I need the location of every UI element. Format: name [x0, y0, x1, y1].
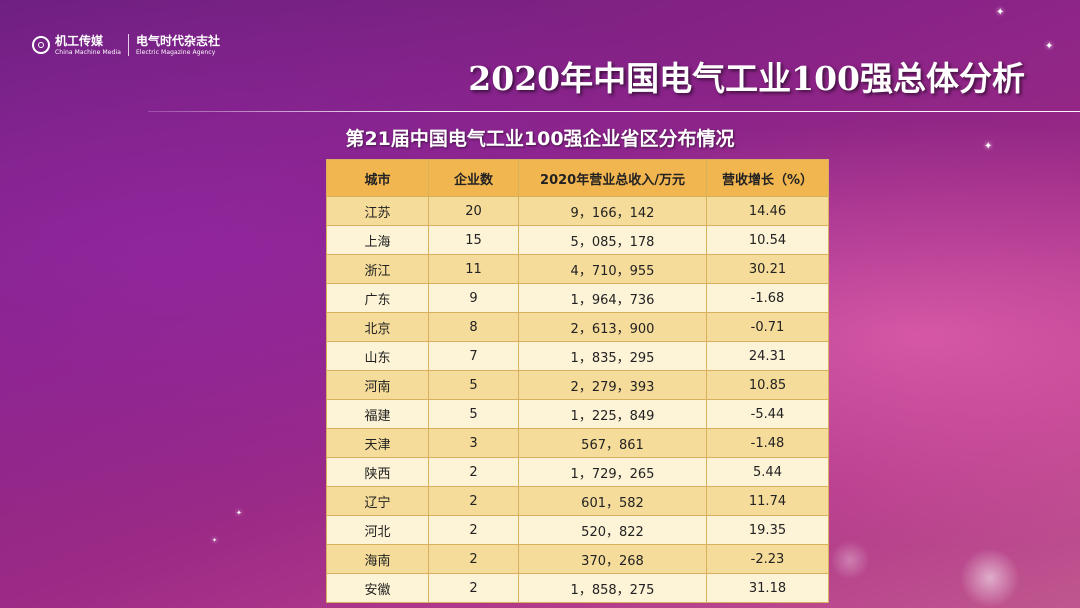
logo-divider [128, 34, 129, 56]
cell-growth: -0.71 [706, 312, 829, 342]
cell-city: 山东 [326, 341, 429, 371]
table-title: 第21届中国电气工业100强企业省区分布情况 [345, 128, 735, 150]
cell-count: 15 [428, 225, 519, 255]
cell-revenue: 567，861 [518, 428, 707, 458]
brand-name: 机工传媒 [55, 33, 104, 48]
cell-revenue: 2，613，900 [518, 312, 707, 342]
magazine-name: 电气时代杂志社 [136, 33, 221, 48]
cell-count: 2 [428, 573, 519, 603]
cell-city: 浙江 [326, 254, 429, 284]
cell-growth: 19.35 [706, 515, 829, 545]
cell-city: 广东 [326, 283, 429, 313]
cell-growth: 31.18 [706, 573, 829, 603]
table-row: 海南 2 370，268 -2.23 [326, 544, 829, 574]
cell-city: 河南 [326, 370, 429, 400]
logo-icon [32, 36, 50, 54]
table-row: 天津 3 567，861 -1.48 [326, 428, 829, 458]
column-header-revenue: 2020年营业总收入/万元 [518, 159, 707, 197]
cell-count: 3 [428, 428, 519, 458]
cell-city: 江苏 [326, 196, 429, 226]
table-row: 河北 2 520，822 19.35 [326, 515, 829, 545]
star-decoration: ✦ [212, 537, 218, 544]
cell-growth: 11.74 [706, 486, 829, 516]
cell-city: 天津 [326, 428, 429, 458]
cell-count: 2 [428, 486, 519, 516]
cell-revenue: 1，225，849 [518, 399, 707, 429]
cell-growth: -5.44 [706, 399, 829, 429]
cell-revenue: 1，729，265 [518, 457, 707, 487]
cell-revenue: 601，582 [518, 486, 707, 516]
title-divider [148, 111, 1080, 112]
column-header-city: 城市 [326, 159, 429, 197]
cell-revenue: 2，279，393 [518, 370, 707, 400]
cell-growth: 10.54 [706, 225, 829, 255]
brand-name-en: China Machine Media [55, 48, 121, 56]
cell-count: 2 [428, 544, 519, 574]
cell-count: 2 [428, 457, 519, 487]
table-body: 江苏 20 9，166，142 14.46 上海 15 5，085，178 10.54 浙江 11… [326, 196, 829, 603]
table-row: 江苏 20 9，166，142 14.46 [326, 196, 829, 226]
table-row: 陕西 2 1，729，265 5.44 [326, 457, 829, 487]
table-row: 福建 5 1，225，849 -5.44 [326, 399, 829, 429]
star-decoration: ✦ [996, 7, 1005, 18]
cell-revenue: 1，858，275 [518, 573, 707, 603]
cell-growth: 10.85 [706, 370, 829, 400]
distribution-table: 城市 企业数 2020年营业总收入/万元 营收增长（%） 江苏 20 9，166，1… [326, 159, 829, 603]
table-row: 北京 8 2，613，900 -0.71 [326, 312, 829, 342]
brand-logo: 机工传媒 China Machine Media 电气时代杂志社 Electri… [32, 30, 220, 60]
cell-count: 8 [428, 312, 519, 342]
cell-growth: -1.48 [706, 428, 829, 458]
cell-revenue: 370，268 [518, 544, 707, 574]
table-row: 上海 15 5，085，178 10.54 [326, 225, 829, 255]
cell-revenue: 1，964，736 [518, 283, 707, 313]
cell-count: 5 [428, 370, 519, 400]
cell-revenue: 1，835，295 [518, 341, 707, 371]
cell-growth: -1.68 [706, 283, 829, 313]
cell-count: 20 [428, 196, 519, 226]
table-row: 广东 9 1，964，736 -1.68 [326, 283, 829, 313]
table-header-row: 城市 企业数 2020年营业总收入/万元 营收增长（%） [326, 159, 829, 197]
cell-count: 9 [428, 283, 519, 313]
cell-city: 陕西 [326, 457, 429, 487]
cell-growth: 24.31 [706, 341, 829, 371]
cell-city: 安徽 [326, 573, 429, 603]
star-decoration: ✦ [1045, 41, 1054, 52]
cell-city: 北京 [326, 312, 429, 342]
background-glow [960, 548, 1020, 608]
cell-city: 辽宁 [326, 486, 429, 516]
cell-growth: 5.44 [706, 457, 829, 487]
page-title: 2020年中国电气工业100强总体分析 [468, 59, 1025, 98]
cell-count: 5 [428, 399, 519, 429]
cell-revenue: 520，822 [518, 515, 707, 545]
cell-count: 2 [428, 515, 519, 545]
cell-growth: 14.46 [706, 196, 829, 226]
cell-count: 11 [428, 254, 519, 284]
cell-city: 河北 [326, 515, 429, 545]
cell-city: 上海 [326, 225, 429, 255]
background-glow [830, 540, 870, 580]
cell-city: 海南 [326, 544, 429, 574]
cell-count: 7 [428, 341, 519, 371]
star-decoration: ✦ [984, 141, 993, 152]
cell-revenue: 9，166，142 [518, 196, 707, 226]
column-header-growth: 营收增长（%） [706, 159, 829, 197]
cell-revenue: 5，085，178 [518, 225, 707, 255]
magazine-name-en: Electric Magazine Agency [136, 48, 216, 56]
column-header-count: 企业数 [428, 159, 519, 197]
table-row: 山东 7 1，835，295 24.31 [326, 341, 829, 371]
table-row: 安徽 2 1，858，275 31.18 [326, 573, 829, 603]
table-row: 河南 5 2，279，393 10.85 [326, 370, 829, 400]
cell-growth: 30.21 [706, 254, 829, 284]
table-row: 浙江 11 4，710，955 30.21 [326, 254, 829, 284]
star-decoration: ✦ [236, 509, 242, 517]
table-row: 辽宁 2 601，582 11.74 [326, 486, 829, 516]
cell-growth: -2.23 [706, 544, 829, 574]
cell-revenue: 4，710，955 [518, 254, 707, 284]
cell-city: 福建 [326, 399, 429, 429]
